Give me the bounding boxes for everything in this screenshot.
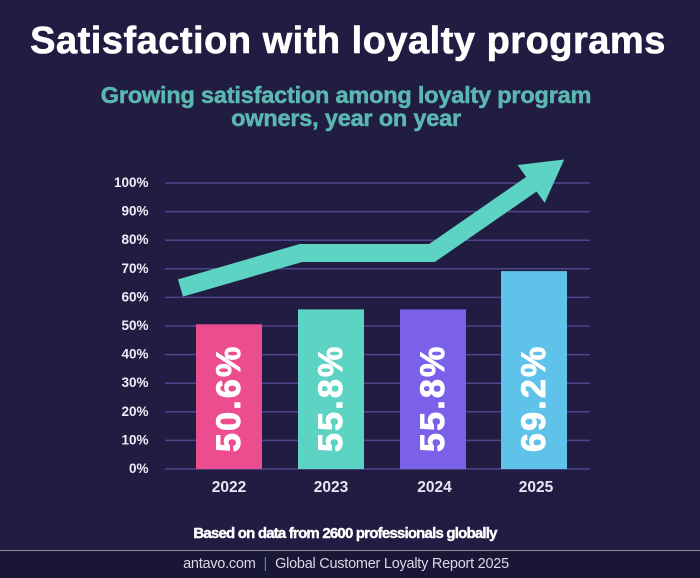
svg-text:50.6%: 50.6% (210, 345, 248, 452)
svg-text:50%: 50% (121, 318, 148, 333)
svg-text:2023: 2023 (314, 479, 349, 496)
svg-text:70%: 70% (121, 261, 148, 276)
svg-text:55.8%: 55.8% (312, 345, 350, 452)
svg-text:2025: 2025 (519, 479, 554, 496)
svg-text:60%: 60% (121, 289, 148, 304)
svg-text:0%: 0% (129, 461, 149, 476)
svg-text:90%: 90% (121, 204, 148, 219)
svg-text:100%: 100% (114, 175, 149, 190)
svg-text:10%: 10% (121, 432, 148, 447)
svg-text:40%: 40% (121, 347, 148, 362)
svg-text:30%: 30% (121, 375, 148, 390)
svg-text:20%: 20% (121, 404, 148, 419)
svg-text:55.8%: 55.8% (414, 345, 452, 452)
svg-text:80%: 80% (121, 232, 148, 247)
svg-text:69.2%: 69.2% (515, 345, 553, 452)
svg-text:2024: 2024 (417, 479, 452, 496)
svg-text:2022: 2022 (212, 479, 246, 496)
